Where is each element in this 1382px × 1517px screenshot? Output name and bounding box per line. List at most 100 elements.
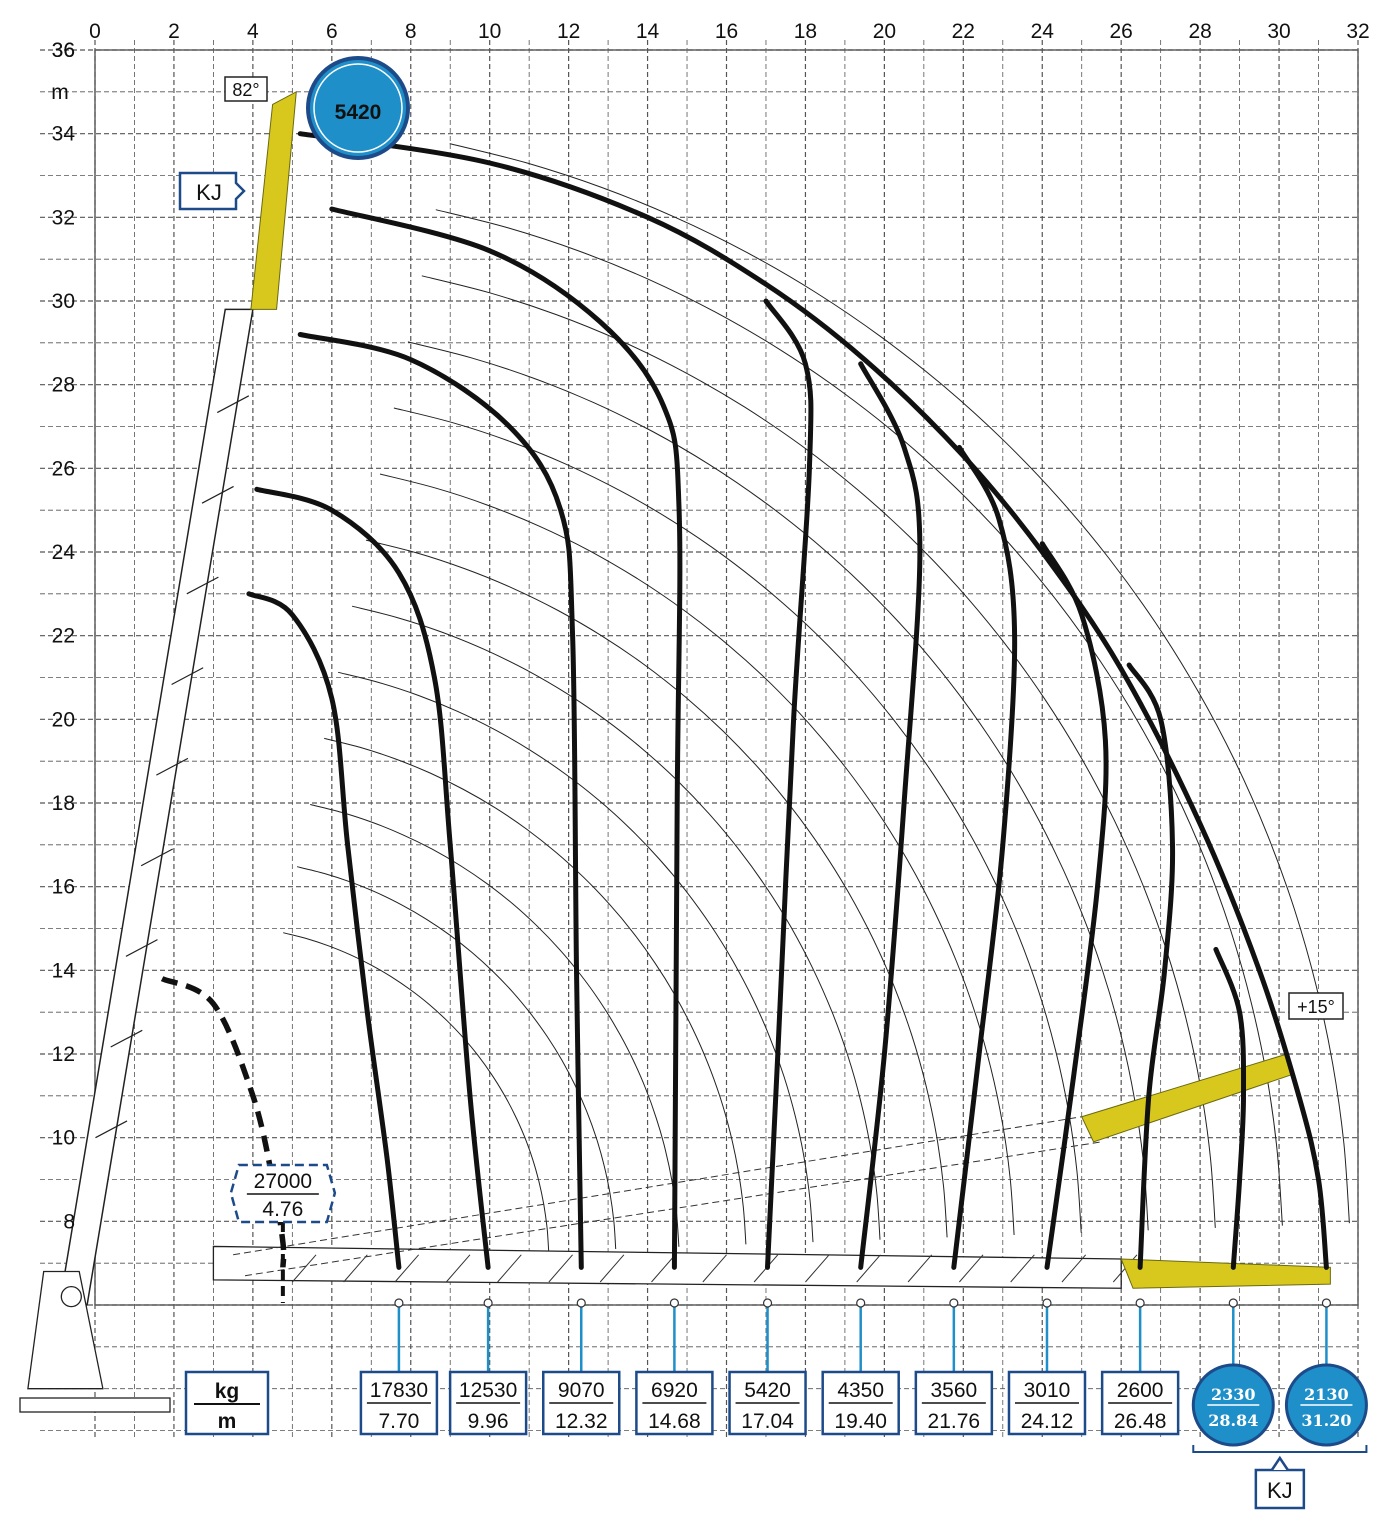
kj-bracket (1192, 1445, 1368, 1453)
capacity-reach: 24.12 (1021, 1410, 1074, 1433)
capacity-load: 12530 (459, 1379, 517, 1402)
x-tick-label: 30 (1267, 20, 1290, 43)
boom-section-line (958, 1254, 984, 1283)
x-tick-label: 4 (247, 20, 259, 43)
capacity-reach: 28.84 (1208, 1411, 1258, 1430)
boom-section-line (548, 1254, 573, 1283)
load-curve-5420 (763, 298, 814, 1270)
load-curve-dashed (160, 976, 287, 1268)
radius-arc (365, 539, 948, 1238)
reach-marker (1135, 1298, 1145, 1308)
y-tick-label: 12 (52, 1043, 75, 1066)
y-tick-label: 32 (52, 206, 75, 229)
boom-section-line (216, 395, 250, 414)
reach-marker (949, 1298, 959, 1308)
load-curve-9070 (297, 332, 584, 1270)
radius-arc (435, 209, 1283, 1226)
capacity-reach: 14.68 (648, 1410, 701, 1433)
y-tick-label: 16 (52, 876, 75, 899)
capacity-reach: 19.40 (834, 1410, 887, 1433)
y-tick-label: 24 (52, 541, 76, 564)
x-tick-label: 24 (1031, 20, 1055, 43)
y-tick-label: 20 (52, 708, 75, 731)
capacity-load: 3560 (930, 1379, 977, 1402)
boom-section-line (856, 1254, 881, 1283)
load-curve-2600 (1126, 662, 1176, 1270)
capacity-load: 3010 (1024, 1379, 1071, 1402)
boom-section-line (95, 1120, 128, 1139)
grid (40, 40, 1359, 1440)
capacity-load: 4350 (837, 1379, 884, 1402)
angle-box-82 (224, 76, 268, 102)
boom-section-line (156, 757, 189, 776)
labels: 0 2 4 6 8 10 12 14 16 18 20 22 24 26 28 30 3281012141618… (51, 20, 1370, 1510)
x-tick-label: 0 (89, 20, 101, 43)
radius-arc (393, 407, 1082, 1233)
reach-marker (1228, 1298, 1238, 1308)
y-tick-label: 22 (52, 625, 75, 648)
boom-section-line (1061, 1254, 1087, 1283)
x-tick-label: 12 (557, 20, 580, 43)
reach-marker (669, 1298, 680, 1308)
y-tick-label: 30 (52, 290, 75, 313)
load-curves (160, 131, 1329, 1270)
boom-section-line (110, 1029, 143, 1048)
x-tick-label: 18 (794, 20, 817, 43)
angle-box-15 (1288, 992, 1344, 1020)
radius-arc (337, 671, 814, 1243)
y-tick-label: 34 (52, 123, 76, 146)
reach-marker (1042, 1298, 1052, 1308)
radius-arc (379, 473, 1015, 1236)
pivot-joint (60, 1285, 82, 1308)
dashed-capacity-reach: 4.76 (262, 1198, 303, 1221)
boom-section-line (805, 1254, 830, 1283)
boom-section-line (394, 1254, 420, 1283)
boom-section-line (907, 1254, 933, 1283)
x-tick-label: 28 (1188, 20, 1211, 43)
y-unit-label: m (51, 81, 69, 104)
capacity-load: 9070 (558, 1379, 605, 1402)
x-tick-label: 14 (636, 20, 660, 43)
x-tick-label: 8 (405, 20, 417, 43)
radius-arc (449, 143, 1350, 1224)
kj-top-label: KJ (196, 180, 222, 205)
boom-section-line (445, 1254, 471, 1283)
radius-arc (351, 605, 881, 1240)
boom-section-line (140, 848, 173, 867)
top-capacity-badge (306, 56, 410, 160)
y-tick-label: 36 (52, 39, 75, 62)
capacity-reach: 17.04 (741, 1410, 794, 1433)
kj-top-tag (178, 171, 246, 211)
boom-section-line (291, 1254, 317, 1283)
y-tick-label: 14 (52, 959, 76, 982)
capacity-reach: 31.20 (1301, 1411, 1351, 1430)
reach-marker (856, 1298, 866, 1308)
y-tick-label: 28 (52, 374, 75, 397)
capacity-load: 2130 (1304, 1385, 1349, 1404)
reach-marker (762, 1298, 773, 1308)
y-tick-label: 10 (52, 1127, 75, 1150)
load-curve-12530 (254, 486, 491, 1270)
boom-section-line (651, 1254, 676, 1283)
y-tick-label: 8 (63, 1210, 75, 1233)
crane-base (19, 1397, 171, 1413)
radius-arc (324, 737, 747, 1245)
radius-arc (407, 341, 1149, 1231)
reach-marker (1321, 1298, 1332, 1308)
capacity-reach: 7.70 (378, 1410, 419, 1433)
radius-arc (421, 275, 1216, 1228)
capacity-reach: 21.76 (928, 1410, 981, 1433)
jib-angle-label: +15° (1297, 997, 1335, 1017)
jib-inclined (1081, 1053, 1292, 1143)
boom-section-line (186, 576, 219, 595)
kj-bottom-label: KJ (1267, 1478, 1293, 1503)
radius-arc (296, 866, 617, 1250)
capacity-load: 5420 (744, 1379, 791, 1402)
boom-section-line (599, 1254, 625, 1283)
reach-marker (394, 1298, 404, 1308)
capacity-load: 6920 (651, 1379, 698, 1402)
top-capacity-value: 5420 (335, 101, 382, 124)
y-tick-label: 26 (52, 457, 75, 480)
x-tick-label: 20 (873, 20, 896, 43)
